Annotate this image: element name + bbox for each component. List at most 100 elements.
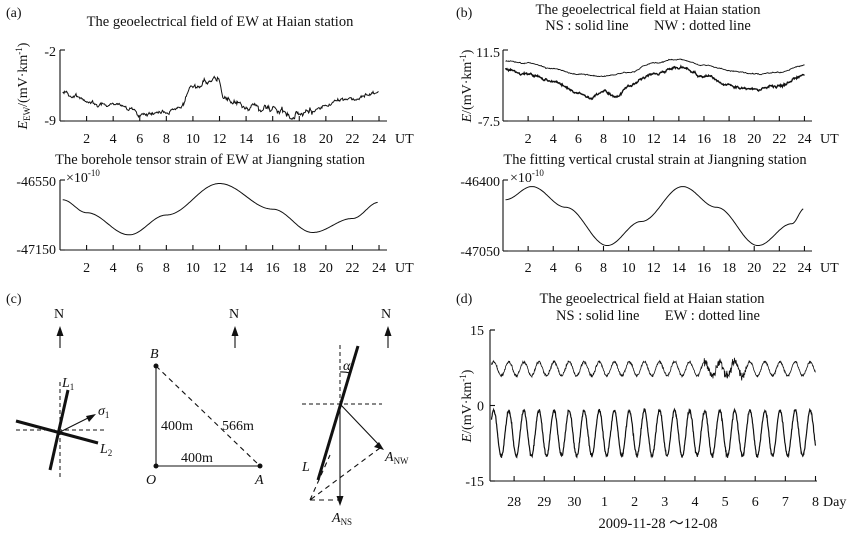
point-A-label: A: [254, 473, 264, 488]
xtick-label-d-4: 2: [631, 495, 638, 510]
label-L1: L1: [61, 376, 74, 392]
d-axes: 15 0 -15 28 29 30 1 2 3 4 5 6 7 8: [465, 324, 819, 510]
xtick-label-a-top-5: 12: [213, 132, 227, 147]
a-bottom-axes: 2 4 6 8 10 12 14 16 18 20 22 24: [59, 179, 387, 276]
d-date-range: 2009-11-28 ～12-08: [598, 516, 717, 532]
north-arrowhead-2: [231, 326, 239, 336]
xtick-label-b-top-10: 22: [772, 132, 786, 147]
svg-text:EEW/(mV·km-1): EEW/(mV·km-1): [14, 42, 32, 130]
line-L1: [48, 389, 70, 471]
xtick-label-d-3: 1: [601, 495, 608, 510]
label-OA-length: 400m: [181, 451, 213, 466]
series-line-b-ns: [504, 64, 805, 101]
label-sigma1: σ1: [98, 404, 109, 420]
a-bottom-xlabel: UT: [395, 261, 414, 276]
xtick-label-a-top-8: 18: [292, 132, 306, 147]
panel-b-letter: (b): [456, 6, 473, 21]
xtick-label-b-bottom-7: 16: [697, 261, 711, 276]
electrode-layout-diagram: B O A 400m 400m 566m N: [146, 307, 264, 488]
b-bottom-ytick-bottom: -47050: [460, 245, 500, 260]
xtick-label-b-top-6: 14: [672, 132, 686, 147]
xtick-label-a-bottom-1: 4: [110, 261, 117, 276]
svg-text:E/(mV·km-1): E/(mV·km-1): [458, 369, 475, 443]
b-top-ylabel: E/(mV·km-1): [458, 49, 475, 123]
series-line-a-bottom: [62, 183, 378, 236]
panel-c: (c) N L1 σ1 L2 B O A 400m: [6, 292, 409, 527]
stress-diagram: N L1 σ1 L2: [15, 307, 112, 478]
xtick-label-a-top-9: 20: [319, 132, 333, 147]
north-label-1: N: [54, 307, 64, 322]
label-L: L: [301, 460, 310, 475]
xtick-label-b-bottom-11: 24: [797, 261, 811, 276]
xtick-label-b-top-2: 6: [575, 132, 582, 147]
xtick-label-a-top-2: 6: [136, 132, 143, 147]
b-bottom-ytick-top: -46400: [460, 175, 500, 190]
d-ylabel: E/(mV·km-1): [458, 369, 475, 443]
xtick-label-b-top-0: 2: [525, 132, 532, 147]
xtick-label-b-bottom-8: 18: [722, 261, 736, 276]
point-B-label: B: [150, 347, 159, 362]
ytick-label-d-2: -15: [465, 475, 484, 490]
d-xlabel: Day: [823, 495, 846, 510]
panel-b-title: The geoelectrical field at Haian station: [535, 2, 761, 18]
xtick-label-a-top-4: 10: [186, 132, 200, 147]
xtick-label-b-top-5: 12: [647, 132, 661, 147]
label-L2: L2: [99, 442, 112, 458]
ytick-label-d-0: 15: [470, 324, 484, 339]
panel-a-title: The geoelectrical field of EW at Haian s…: [87, 14, 354, 30]
series-line-a-top: [62, 75, 379, 121]
xtick-label-b-top-1: 4: [550, 132, 557, 147]
xtick-label-b-bottom-0: 2: [525, 261, 532, 276]
xtick-label-a-top-0: 2: [83, 132, 90, 147]
xtick-label-a-bottom-4: 10: [186, 261, 200, 276]
xtick-label-b-bottom-4: 10: [622, 261, 636, 276]
point-O-label: O: [146, 473, 156, 488]
a-bottom-ytick-bottom: -47150: [16, 243, 56, 258]
point-A: [257, 463, 263, 469]
panel-a: (a) The geoelectrical field of EW at Hai…: [6, 6, 414, 147]
b-bottom-exponent: ×10-10: [510, 168, 544, 186]
point-B: [153, 363, 159, 369]
xtick-label-b-top-4: 10: [622, 132, 636, 147]
label-ANW: ANW: [384, 450, 409, 466]
sigma1-arrow: [59, 415, 93, 433]
a-bottom-exponent: ×10-10: [66, 168, 100, 186]
vector-ANW-head: [374, 442, 384, 450]
vector-ANW: [339, 403, 381, 447]
a-top-ytick-top: -2: [44, 45, 56, 60]
b-top-ytick-top: 11.5: [476, 46, 500, 61]
xtick-label-b-bottom-9: 20: [747, 261, 761, 276]
xtick-label-a-top-11: 24: [372, 132, 386, 147]
xtick-label-a-bottom-8: 18: [292, 261, 306, 276]
b-top-ytick-bottom: -7.5: [478, 115, 500, 130]
xtick-label-d-10: 8: [812, 495, 819, 510]
xtick-label-a-bottom-11: 24: [372, 261, 386, 276]
xtick-label-b-bottom-3: 8: [600, 261, 607, 276]
label-alpha: α: [343, 359, 351, 374]
xtick-label-d-5: 3: [661, 495, 668, 510]
segment-AB: [155, 365, 261, 467]
a-bottom-ytick-top: -46550: [16, 175, 56, 190]
panel-c-letter: (c): [6, 292, 22, 307]
xtick-label-b-bottom-6: 14: [672, 261, 686, 276]
xtick-label-b-top-3: 8: [600, 132, 607, 147]
xtick-label-b-top-7: 16: [697, 132, 711, 147]
xtick-label-a-bottom-10: 22: [345, 261, 359, 276]
north-label-3: N: [381, 307, 391, 322]
point-O: [153, 463, 159, 469]
xtick-label-d-8: 6: [752, 495, 759, 510]
line-L: [316, 345, 360, 481]
xtick-label-d-1: 29: [537, 495, 551, 510]
a-top-ytick-bottom: -9: [44, 114, 56, 129]
panel-b2-title: The fitting vertical crustal strain at J…: [503, 152, 807, 168]
xtick-label-a-bottom-9: 20: [319, 261, 333, 276]
xtick-label-b-bottom-1: 4: [550, 261, 557, 276]
label-AB-length: 566m: [222, 419, 254, 434]
xtick-label-d-9: 7: [782, 495, 789, 510]
xtick-label-b-top-11: 24: [797, 132, 811, 147]
xtick-label-b-top-9: 20: [747, 132, 761, 147]
b-top-xlabel: UT: [820, 132, 839, 147]
label-OB-length: 400m: [161, 419, 193, 434]
xtick-label-b-bottom-2: 6: [575, 261, 582, 276]
